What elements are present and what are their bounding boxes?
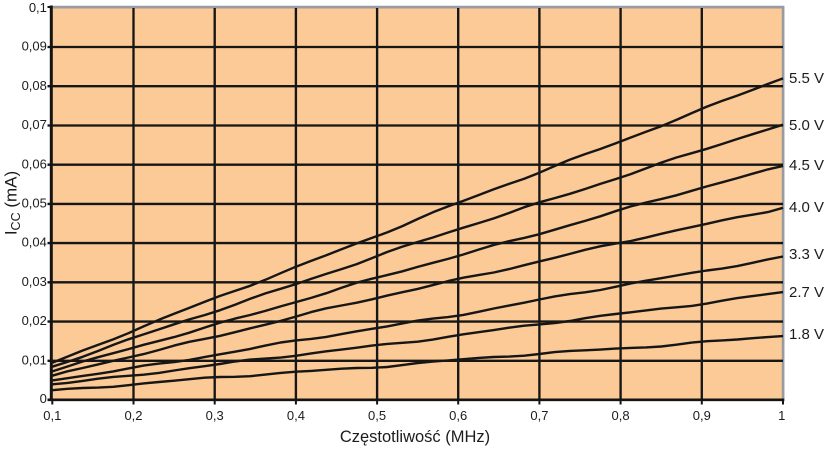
svg-text:Częstotliwość (MHz): Częstotliwość (MHz) xyxy=(340,428,490,446)
svg-text:4.0 V: 4.0 V xyxy=(789,199,824,216)
svg-text:1: 1 xyxy=(778,408,785,423)
svg-text:4.5 V: 4.5 V xyxy=(789,157,824,174)
svg-text:3.3 V: 3.3 V xyxy=(789,246,824,263)
svg-text:0,1: 0,1 xyxy=(29,0,47,15)
svg-text:0,9: 0,9 xyxy=(693,408,711,423)
svg-text:0,05: 0,05 xyxy=(22,196,47,211)
svg-text:2.7 V: 2.7 V xyxy=(789,284,824,301)
svg-text:0,6: 0,6 xyxy=(449,408,467,423)
svg-text:0,06: 0,06 xyxy=(22,156,47,171)
svg-text:0,08: 0,08 xyxy=(22,78,47,93)
svg-text:0,02: 0,02 xyxy=(22,313,47,328)
svg-text:0,04: 0,04 xyxy=(22,235,47,250)
svg-text:0,07: 0,07 xyxy=(22,117,47,132)
svg-text:0,01: 0,01 xyxy=(22,352,47,367)
svg-text:0,1: 0,1 xyxy=(43,408,61,423)
svg-text:0,09: 0,09 xyxy=(22,39,47,54)
svg-text:0: 0 xyxy=(40,391,47,406)
svg-text:1.8 V: 1.8 V xyxy=(789,326,824,343)
svg-text:0,2: 0,2 xyxy=(124,408,142,423)
svg-text:0,7: 0,7 xyxy=(530,408,548,423)
svg-text:0,8: 0,8 xyxy=(612,408,630,423)
svg-text:0,4: 0,4 xyxy=(287,408,305,423)
svg-text:0,5: 0,5 xyxy=(368,408,386,423)
svg-text:0,03: 0,03 xyxy=(22,274,47,289)
svg-text:5.0 V: 5.0 V xyxy=(789,117,824,134)
svg-text:0,3: 0,3 xyxy=(206,408,224,423)
svg-text:5.5 V: 5.5 V xyxy=(789,70,824,87)
